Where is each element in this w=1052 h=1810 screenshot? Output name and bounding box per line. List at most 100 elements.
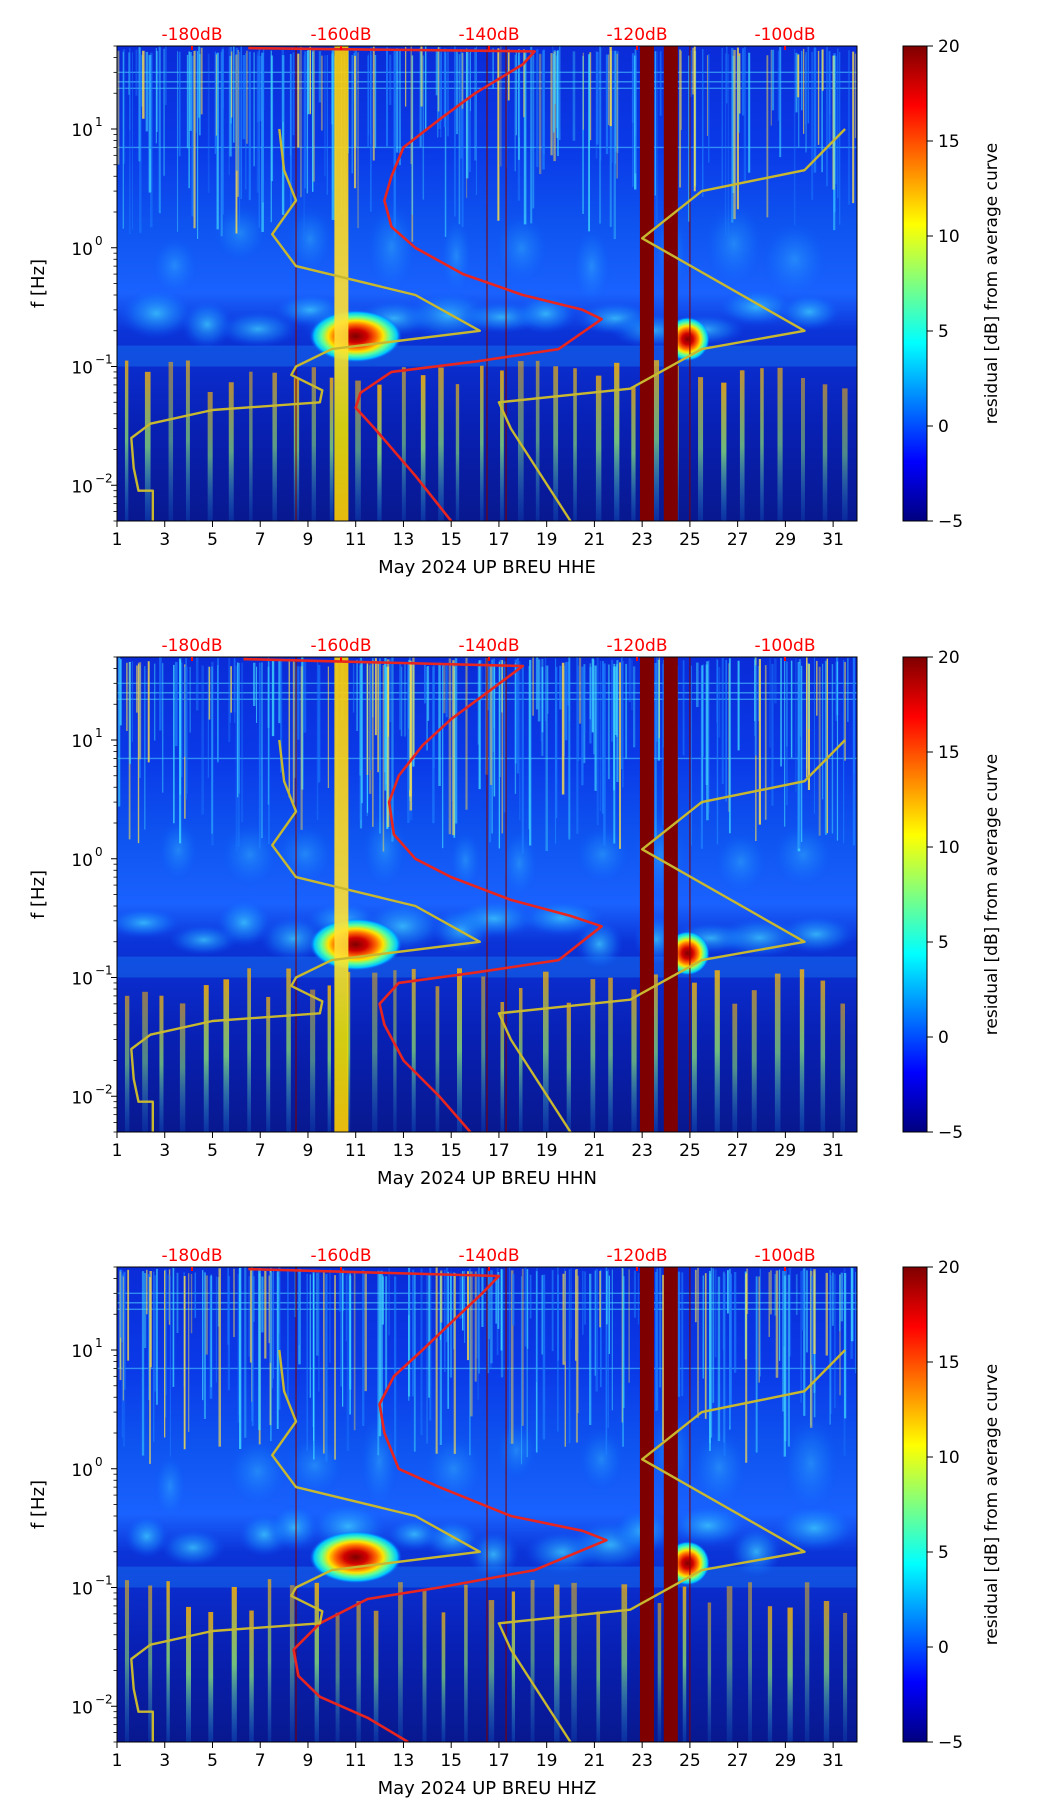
- colorbar-tick-label: 15: [938, 132, 960, 152]
- lf-spike: [314, 1582, 319, 1742]
- y-tick-label: 10: [71, 477, 93, 497]
- x-tick-label: 3: [159, 1141, 170, 1161]
- saturated-column: [639, 1267, 654, 1742]
- lf-spike: [144, 371, 151, 521]
- lf-spike: [631, 386, 636, 521]
- lf-spike: [714, 970, 720, 1132]
- x-tick-label: 27: [727, 1751, 749, 1771]
- colorbar-tick-label: 10: [938, 227, 960, 247]
- y-tick-exponent: −1: [95, 1574, 113, 1588]
- microseism-cloud: [180, 299, 234, 350]
- lf-spike: [535, 360, 540, 521]
- lf-spike: [739, 370, 745, 521]
- lf-spike: [247, 968, 251, 1132]
- x-tick-label: 29: [775, 1751, 797, 1771]
- x-axis-label: May 2024 UP BREU HHN: [377, 1168, 597, 1189]
- colorbar-tick-label: 5: [938, 1543, 949, 1563]
- lf-spike: [207, 391, 213, 521]
- colorbar: [902, 45, 928, 522]
- lf-spike: [289, 1585, 295, 1742]
- db-scale-label: -100dB: [754, 25, 815, 45]
- x-tick-label: 21: [584, 1751, 606, 1771]
- colorbar-label: residual [dB] from average curve: [982, 1364, 1002, 1645]
- microseism-cloud: [730, 1526, 783, 1577]
- microseism-cloud: [217, 311, 299, 348]
- lf-spike: [228, 382, 234, 521]
- microseism-cloud: [776, 915, 856, 954]
- x-tick-label: 31: [822, 1141, 844, 1161]
- x-tick-label: 7: [255, 1141, 266, 1161]
- y-tick-label: 10: [71, 1580, 93, 1600]
- lf-spike: [823, 1600, 830, 1742]
- x-tick-label: 15: [440, 530, 462, 550]
- lf-spike: [573, 368, 577, 521]
- microseism-cloud: [668, 1504, 748, 1547]
- db-scale-label: -180dB: [161, 25, 222, 45]
- y-tick-label: 10: [71, 240, 93, 260]
- colorbar-tick-label: 5: [938, 933, 949, 953]
- spectrogram-3: [117, 1267, 857, 1742]
- lf-spike: [500, 370, 504, 521]
- colorbar-tick-label: 0: [938, 417, 949, 437]
- noise-model-curve: [497, 739, 846, 1132]
- microseism-cloud: [450, 899, 538, 939]
- x-tick-label: 1: [112, 530, 123, 550]
- lf-spike: [631, 989, 637, 1132]
- saturated-column: [639, 46, 654, 521]
- lf-spike: [335, 1612, 340, 1742]
- x-tick-label: 19: [536, 1141, 558, 1161]
- lf-spike: [822, 384, 828, 521]
- x-tick-label: 9: [303, 1751, 314, 1771]
- y-tick-label: 10: [71, 970, 93, 990]
- colorbar-label: residual [dB] from average curve: [982, 143, 1002, 424]
- x-tick-label: 13: [393, 530, 415, 550]
- microseism-cloud: [575, 919, 624, 969]
- lf-spike: [166, 1581, 170, 1742]
- colorbar-tick-label: −5: [938, 1733, 963, 1753]
- noise-model-curve: [130, 128, 481, 521]
- db-scale-label: -140dB: [458, 1246, 519, 1266]
- lf-spike: [311, 367, 316, 521]
- lf-spike: [820, 980, 826, 1132]
- lf-spike: [843, 1612, 848, 1742]
- lf-spike: [286, 968, 291, 1132]
- x-tick-label: 25: [679, 1141, 701, 1161]
- lf-spike: [614, 362, 620, 521]
- y-tick-exponent: 1: [95, 1336, 103, 1350]
- lf-spike: [554, 1584, 560, 1742]
- lf-spike: [732, 1003, 738, 1132]
- hotspot: [309, 918, 402, 971]
- microseism-cloud: [124, 1514, 170, 1559]
- db-scale-label: -100dB: [754, 636, 815, 656]
- lf-spike: [266, 996, 271, 1132]
- lf-spike: [530, 1579, 535, 1742]
- diffuse-cloud: [439, 214, 473, 297]
- x-axis-label: May 2024 UP BREU HHE: [378, 557, 596, 578]
- y-tick-exponent: 1: [95, 726, 103, 740]
- diffuse-cloud: [713, 829, 768, 894]
- lf-spike: [355, 380, 361, 521]
- microseism-cloud: [717, 288, 796, 326]
- lf-spike: [691, 982, 697, 1132]
- colorbar-tick-label: 15: [938, 1353, 960, 1373]
- microseism-cloud: [215, 898, 273, 948]
- diffuse-cloud: [760, 219, 829, 300]
- saturated-column: [663, 46, 678, 521]
- lf-spike: [455, 384, 460, 521]
- x-tick-label: 31: [822, 530, 844, 550]
- y-tick-exponent: −1: [95, 964, 113, 978]
- y-tick-label: 10: [71, 851, 93, 871]
- x-tick-label: 31: [822, 1751, 844, 1771]
- saturated-column: [663, 657, 678, 1132]
- lf-spike: [721, 382, 727, 521]
- lf-spike: [707, 1602, 712, 1742]
- lf-spike: [777, 367, 783, 521]
- colorbar-tick-label: 10: [938, 1448, 960, 1468]
- x-axis-label: May 2024 UP BREU HHZ: [378, 1778, 597, 1799]
- db-scale-label: -160dB: [310, 25, 371, 45]
- diffuse-cloud: [219, 820, 280, 889]
- lf-spike: [480, 365, 484, 521]
- microseism-cloud: [771, 1504, 857, 1552]
